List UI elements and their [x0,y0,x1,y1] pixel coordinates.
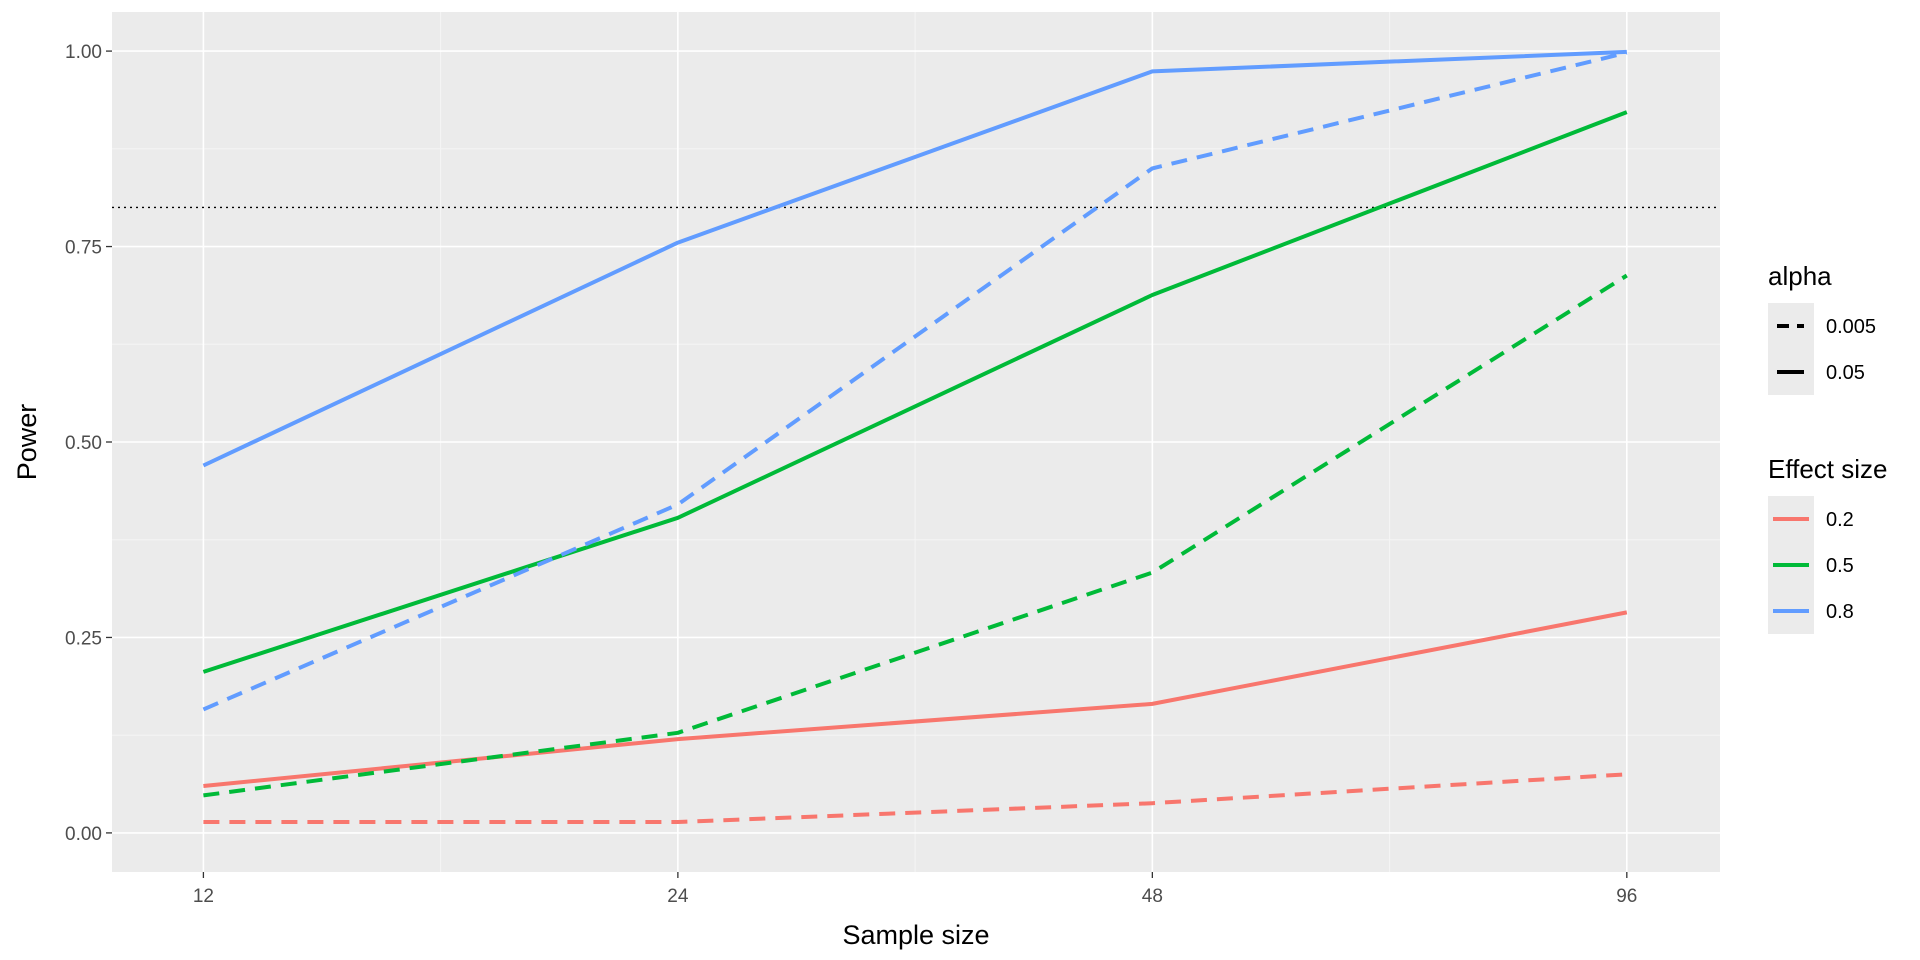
series-line-effect-0.2-alpha-0.005 [203,772,1627,824]
major-gridlines-y [112,50,1720,834]
series-line-effect-0.5-alpha-0.05 [202,110,1628,674]
legend: alpha 0.005 0.05 Effect size 0.2 0.5 0.8 [1768,261,1887,634]
legend-title-effect-size: Effect size [1768,454,1887,484]
series-line-effect-0.8-alpha-0.05 [202,49,1627,468]
legend-title-alpha: alpha [1768,261,1832,291]
legend-label: 0.8 [1826,601,1854,623]
y-axis: 0.00 0.25 0.50 0.75 1.00 [65,42,112,845]
x-tick-label: 24 [667,886,689,907]
x-axis-title: Sample size [842,920,989,950]
y-tick-label: 0.75 [65,238,102,259]
y-tick-label: 0.00 [65,824,102,845]
x-tick-label: 48 [1142,886,1163,907]
series-lines [202,49,1628,824]
legend-label: 0.5 [1826,555,1854,577]
minor-gridlines-y [112,148,1720,736]
x-tick-label: 12 [193,886,214,907]
series-line-effect-0.8-alpha-0.005 [202,50,1628,712]
y-tick-label: 0.50 [65,433,102,454]
y-tick-label: 1.00 [65,42,102,63]
major-gridlines-x [202,12,1628,872]
legend-label: 0.2 [1826,509,1854,531]
x-axis: 12 24 48 96 [193,872,1637,907]
y-tick-label: 0.25 [65,628,102,649]
series-line-effect-0.5-alpha-0.005 [203,273,1628,798]
x-tick-label: 96 [1616,886,1637,907]
legend-label: 0.05 [1826,362,1865,384]
legend-key-background [1768,303,1814,349]
y-axis-title: Power [12,404,42,481]
legend-label: 0.005 [1826,316,1876,338]
